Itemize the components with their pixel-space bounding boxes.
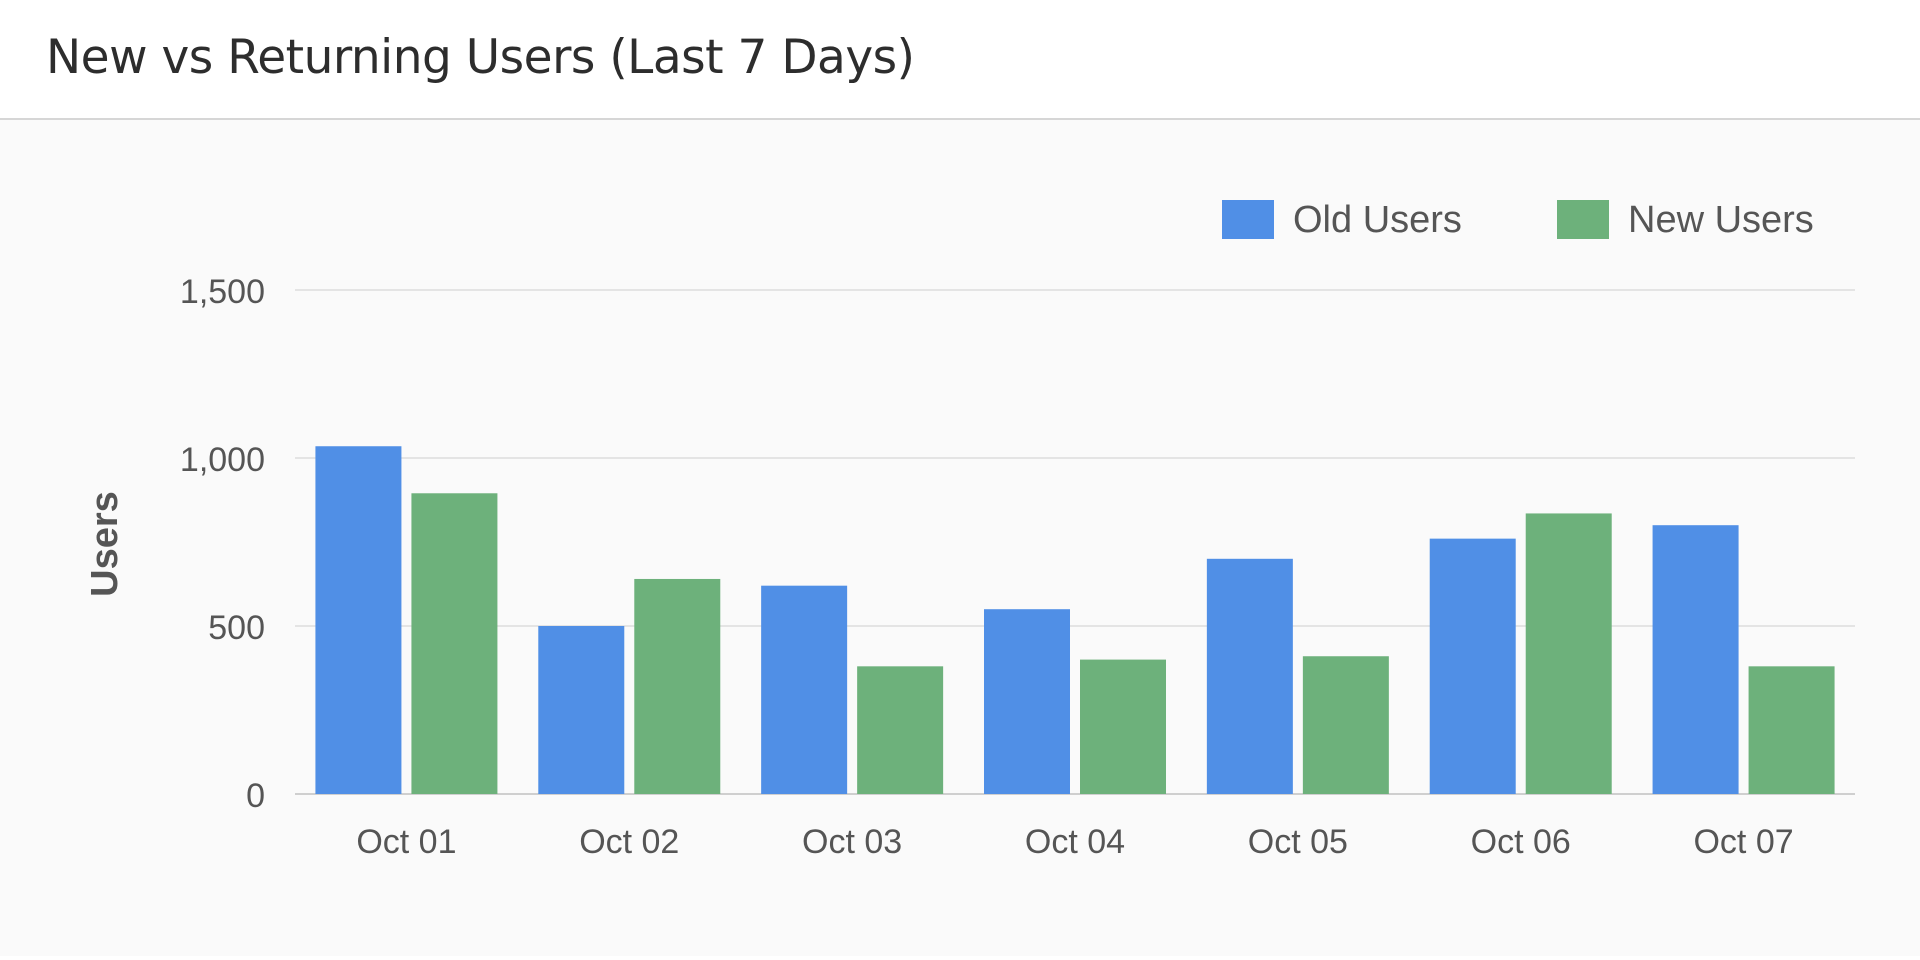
y-tick-label: 0 [246, 777, 265, 815]
bar-old-users [538, 626, 625, 794]
y-tick-label: 1,000 [180, 441, 265, 479]
bar-new-users [411, 493, 498, 794]
bar-new-users [1302, 656, 1389, 794]
y-tick-label: 1,500 [180, 273, 265, 311]
x-tick-label: Oct 01 [356, 823, 456, 861]
x-axis-ticks: Oct 01 Oct 02 Oct 03 Oct 04 Oct 05 Oct 06 Oct … [356, 823, 1793, 861]
x-tick-label: Oct 03 [802, 823, 902, 861]
y-axis-ticks: 0 500 1,000 1,500 [180, 273, 265, 815]
x-tick-label: Oct 06 [1471, 823, 1571, 861]
legend-swatch-old-users [1222, 200, 1274, 239]
bars [315, 446, 1835, 794]
bar-old-users [315, 446, 402, 794]
y-tick-label: 500 [208, 609, 265, 647]
bar-old-users [1652, 525, 1739, 794]
bar-old-users [984, 609, 1070, 794]
legend-label-new-users: New Users [1628, 199, 1814, 241]
chart-header: New vs Returning Users (Last 7 Days) [0, 0, 1920, 120]
bar-new-users [1525, 513, 1612, 794]
bar-new-users [1748, 666, 1835, 794]
x-tick-label: Oct 04 [1025, 823, 1125, 861]
bar-old-users [1206, 558, 1293, 794]
y-axis-label: Users [84, 491, 126, 597]
legend-swatch-new-users [1557, 200, 1609, 239]
bar-old-users [1429, 538, 1516, 794]
bar-new-users [634, 578, 721, 794]
bar-new-users [1080, 659, 1166, 794]
x-tick-label: Oct 07 [1693, 823, 1793, 861]
legend: Old Users New Users [1222, 199, 1814, 241]
x-tick-label: Oct 05 [1248, 823, 1348, 861]
x-tick-label: Oct 02 [579, 823, 679, 861]
bar-new-users [857, 666, 944, 794]
grid-lines [295, 289, 1855, 795]
legend-label-old-users: Old Users [1293, 199, 1462, 241]
chart-area: 0 500 1,000 1,500 Oct 01 Oct 02 Oct 03 Oct 04 O… [0, 120, 1920, 956]
chart-title: New vs Returning Users (Last 7 Days) [46, 30, 915, 85]
bar-old-users [761, 585, 848, 794]
